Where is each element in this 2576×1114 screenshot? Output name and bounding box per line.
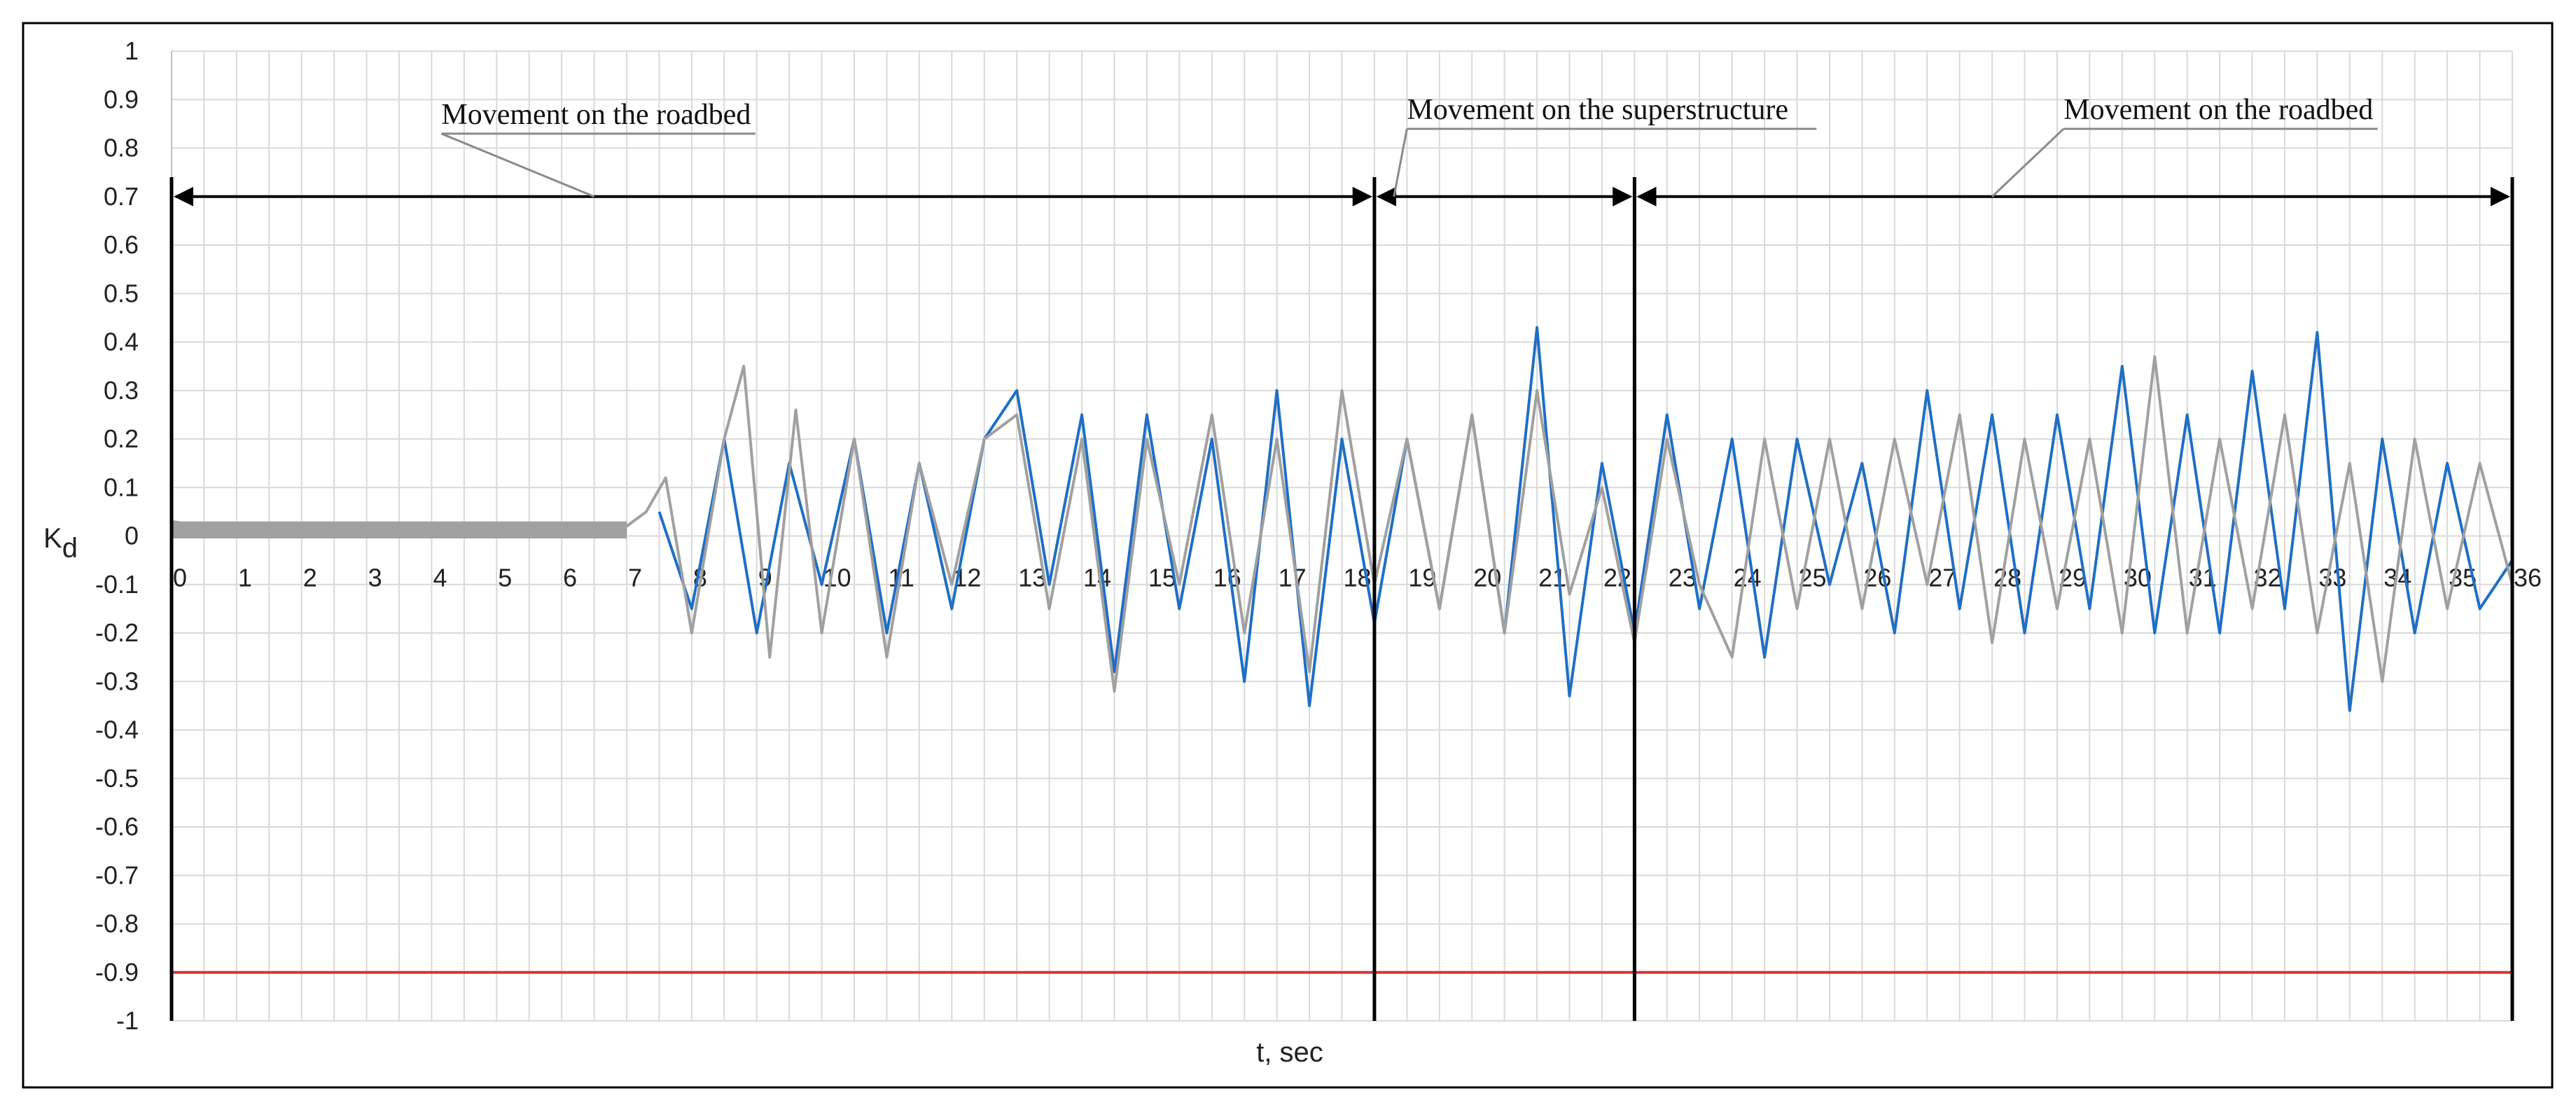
segment-label: Movement on the roadbed <box>2063 94 2373 126</box>
x-tick-label: 3 <box>368 564 382 592</box>
x-tick-label: 1 <box>238 564 252 592</box>
annotation-layer: Movement on the roadbed Movement on the s… <box>169 94 2514 1021</box>
y-tick-label: -1 <box>116 1006 139 1035</box>
y-tick-label: 0.8 <box>104 134 139 162</box>
y-axis-label-main: K <box>43 523 62 554</box>
y-tick-label: -0.7 <box>95 861 139 889</box>
x-tick-label: 24 <box>1734 564 1762 592</box>
y-tick-label: -0.6 <box>95 812 139 841</box>
x-tick-label: 36 <box>2514 564 2542 592</box>
y-tick-label: 0.3 <box>104 376 139 405</box>
y-axis-label: Kd <box>43 523 78 564</box>
series-line <box>657 326 2514 712</box>
x-axis-label: t, sec <box>1256 1037 1323 1068</box>
y-tick-label: -0.8 <box>95 910 139 938</box>
y-tick-label: 0.7 <box>104 182 139 211</box>
outer-frame <box>22 22 2554 1089</box>
x-tick-label: 6 <box>563 564 577 592</box>
x-tick-label: 2 <box>303 564 317 592</box>
x-tick-label: 10 <box>823 564 851 592</box>
x-tick-label: 0 <box>173 564 187 592</box>
segment-label-leader <box>1991 127 2065 197</box>
y-tick-label: 1 <box>125 36 139 65</box>
y-tick-label: 0 <box>125 522 139 550</box>
y-tick-label: 0.1 <box>104 473 139 501</box>
series-layer <box>171 326 2514 712</box>
x-tick-label: 4 <box>433 564 447 592</box>
series-band <box>172 521 627 538</box>
x-tick-label: 21 <box>1538 564 1566 592</box>
y-tick-label: 0.5 <box>104 279 139 307</box>
y-tick-label: 0.6 <box>104 230 139 259</box>
y-tick-label: -0.4 <box>95 716 139 744</box>
y-tick-label: -0.9 <box>95 958 139 987</box>
y-tick-label: -0.2 <box>95 618 139 647</box>
segment-label: Movement on the superstructure <box>1407 94 1788 126</box>
y-tick-label: -0.1 <box>95 570 139 599</box>
segment-label: Movement on the roadbed <box>441 99 751 131</box>
y-axis-label-subscript: d <box>62 533 78 564</box>
segment-label-leader <box>440 132 595 198</box>
x-tick-label: 27 <box>1928 564 1956 592</box>
y-tick-label: -0.5 <box>95 764 139 793</box>
y-tick-label: 0.2 <box>104 424 139 453</box>
x-tick-label: 33 <box>2318 564 2346 592</box>
x-tick-label: 7 <box>628 564 642 592</box>
y-tick-label: -0.3 <box>95 667 139 695</box>
x-tick-label: 17 <box>1279 564 1307 592</box>
x-tick-label: 5 <box>498 564 512 592</box>
y-tick-label: 0.4 <box>104 328 139 356</box>
segment-label-leader <box>1393 128 1408 197</box>
y-tick-label: 0.9 <box>104 85 139 113</box>
